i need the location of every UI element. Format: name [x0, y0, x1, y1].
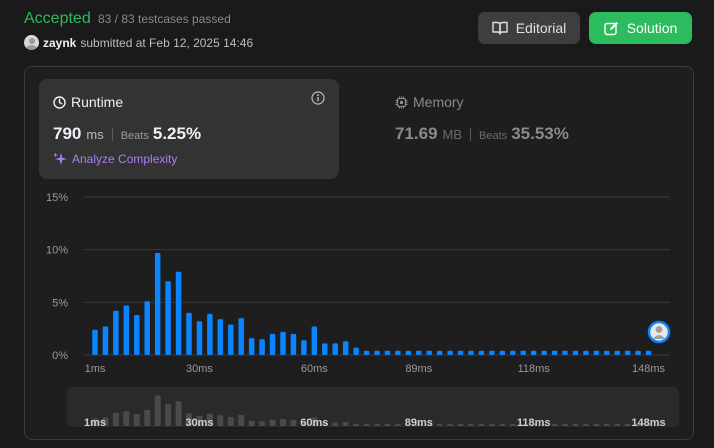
- runtime-title-text: Runtime: [71, 94, 124, 110]
- edit-icon: [604, 21, 618, 35]
- username-link[interactable]: zaynk: [43, 35, 77, 50]
- runtime-metric: 790 ms Beats 5.25%: [53, 124, 201, 144]
- memory-title: Memory: [395, 94, 464, 110]
- runtime-beats-value: 5.25%: [152, 124, 202, 143]
- runtime-title: Runtime: [53, 94, 123, 110]
- metric-divider: [470, 127, 472, 141]
- memory-card[interactable]: Memory 71.69 MB Beats 35.53%: [381, 79, 601, 179]
- sparkle-icon: [53, 152, 67, 165]
- submission-header: Accepted 83 / 83 testcases passed zaynk …: [24, 10, 694, 50]
- solution-button[interactable]: Solution: [589, 12, 692, 44]
- memory-metric: 71.69 MB Beats 35.53%: [395, 124, 569, 144]
- memory-chip-icon: [395, 96, 408, 108]
- analyze-complexity-label: Analyze Complexity: [72, 152, 178, 166]
- memory-beats-value: 35.53%: [511, 124, 569, 143]
- runtime-beats-label: Beats: [120, 130, 149, 142]
- info-icon[interactable]: [311, 91, 325, 105]
- book-icon: [492, 21, 508, 35]
- runtime-value: 790: [53, 124, 82, 143]
- submission-meta: zaynk submitted at Feb 12, 2025 14:46: [24, 35, 253, 50]
- memory-value: 71.69: [395, 124, 438, 143]
- clock-icon: [53, 95, 66, 109]
- solution-label: Solution: [626, 20, 678, 36]
- status-accepted: Accepted: [24, 10, 91, 27]
- memory-beats-label: Beats: [479, 130, 508, 142]
- editorial-label: Editorial: [515, 20, 567, 36]
- testcases-passed: 83 / 83 testcases passed: [98, 12, 231, 26]
- performance-panel: Runtime 790 ms Beats 5.25% Analyze Compl…: [24, 66, 694, 440]
- user-avatar-icon[interactable]: [24, 35, 39, 50]
- submitted-time: submitted at Feb 12, 2025 14:46: [80, 35, 254, 50]
- editorial-button[interactable]: Editorial: [478, 12, 580, 44]
- memory-title-text: Memory: [413, 94, 464, 110]
- runtime-unit: ms: [86, 127, 104, 142]
- memory-unit: MB: [442, 127, 463, 142]
- analyze-complexity-link[interactable]: Analyze Complexity: [53, 152, 177, 166]
- runtime-card[interactable]: Runtime 790 ms Beats 5.25% Analyze Compl…: [39, 79, 339, 179]
- metric-divider: [111, 127, 113, 141]
